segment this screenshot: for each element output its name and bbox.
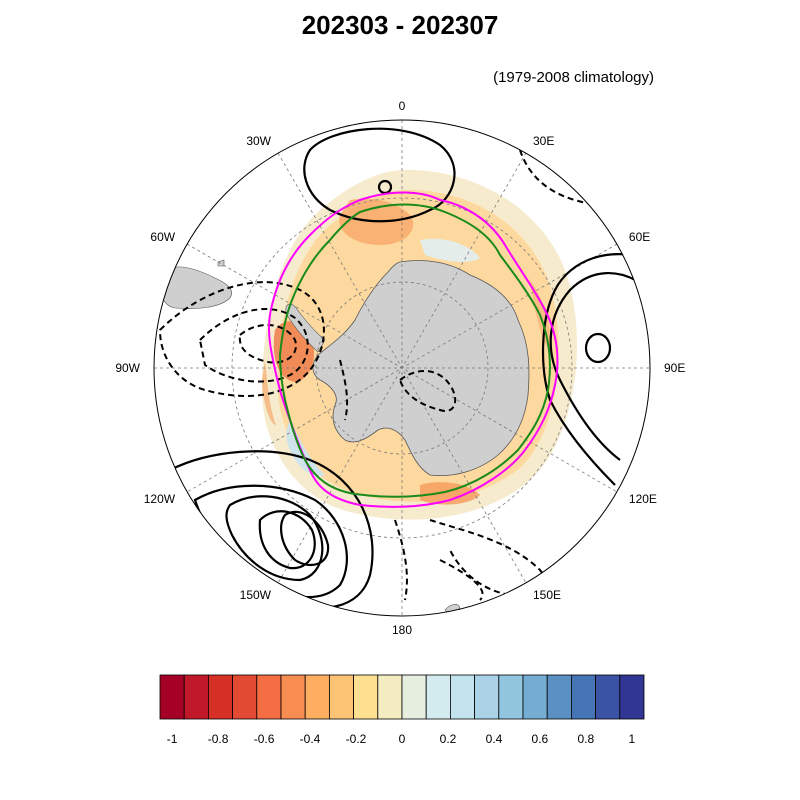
colorbar-tick-label: 1 [629,732,636,746]
positive-contour [584,332,612,364]
longitude-label: 0 [399,99,406,113]
longitude-label: 150W [240,588,272,602]
south-america-landmass [159,266,232,309]
longitude-label: 60E [629,230,650,244]
colorbar-swatch [522,674,548,720]
colorbar-swatch [183,674,209,720]
colorbar-swatch [449,674,475,720]
colorbar-swatch [571,674,597,720]
climatology-subtitle: (1979-2008 climatology) [493,69,654,86]
colorbar-swatch [353,674,379,720]
antarctic-peninsula [285,303,326,353]
colorbar-swatch [546,674,572,720]
longitude-labels: 0 30E 60E 90E 120E 150E 180 150W 120W 90W 60W 30W [115,99,685,637]
colorbar-tick-label: -0.2 [346,732,367,746]
colorbar-swatch [159,674,185,720]
longitude-label: 60W [150,230,175,244]
south-georgia-island [217,259,225,267]
colorbar-swatch [232,674,258,720]
colorbar-tick-label: -0.8 [208,732,229,746]
negative-contour [339,359,349,421]
positive-contour [280,510,330,567]
colorbar-swatch [401,674,427,720]
colorbar-swatch [328,674,354,720]
colorbar-tick-label: -0.6 [254,732,275,746]
pressure-contours [169,127,650,610]
colorbar-tick-label: -1 [167,732,178,746]
negative-contour [398,370,457,412]
longitude-label: 90W [115,361,140,375]
longitude-label: 30W [246,134,271,148]
colorbar-swatch [425,674,451,720]
negative-contour [439,559,484,601]
ice-edge-climatology [278,203,551,498]
negative-contour [158,281,325,397]
colorbar-swatch [256,674,282,720]
colorbar-tick-label: -0.4 [300,732,321,746]
longitude-label: 180 [392,623,412,637]
colorbar-swatch [377,674,403,720]
colorbar-tick-label: 0.2 [440,732,457,746]
colorbar-swatch [619,674,645,720]
colorbar-swatch [280,674,306,720]
positive-contour [225,495,324,582]
negative-contour [198,308,309,383]
colorbar-tick-label: 0.6 [532,732,549,746]
longitude-label: 120W [144,492,176,506]
negative-contour [394,519,408,601]
positive-contour [258,510,316,570]
globe-outline [153,119,651,617]
colorbar-swatch [474,674,500,720]
positive-contour [541,253,650,486]
longitude-label: 150E [533,588,561,602]
graticule [154,120,650,616]
longitude-label: 90E [664,361,685,375]
colorbar: -1 -0.8 -0.6 -0.4 -0.2 0 0.2 0.4 0.6 0.8 1 [159,674,645,746]
colorbar-swatch [595,674,621,720]
colorbar-swatch [498,674,524,720]
positive-contour [549,272,650,461]
colorbar-tick-label: 0.4 [486,732,503,746]
ice-edge-current [268,191,559,508]
longitude-label: 30E [533,134,554,148]
colorbar-swatch [304,674,330,720]
colorbar-tick-label: 0 [399,732,406,746]
map-title: 202303 - 202307 [301,10,499,40]
longitude-label: 120E [629,492,657,506]
colorbar-swatch [207,674,233,720]
colorbar-tick-label: 0.8 [578,732,595,746]
